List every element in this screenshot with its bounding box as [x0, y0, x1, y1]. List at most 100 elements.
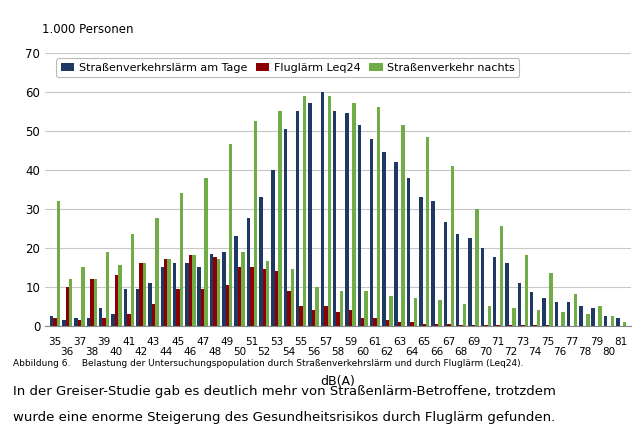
Bar — [401, 125, 405, 326]
Text: 51: 51 — [245, 337, 258, 347]
Bar — [53, 318, 57, 326]
Text: 53: 53 — [270, 337, 283, 347]
Text: 40: 40 — [110, 347, 123, 357]
Bar — [229, 144, 232, 326]
Bar — [586, 314, 589, 326]
Bar — [315, 286, 319, 326]
Bar — [444, 222, 447, 326]
Text: 36: 36 — [61, 347, 74, 357]
Text: 78: 78 — [578, 347, 591, 357]
Text: 43: 43 — [147, 337, 160, 347]
Text: 56: 56 — [307, 347, 320, 357]
Bar — [66, 286, 69, 326]
Bar — [222, 252, 225, 326]
Bar — [75, 318, 78, 326]
Text: 79: 79 — [590, 337, 603, 347]
Text: 62: 62 — [381, 347, 394, 357]
Text: 54: 54 — [282, 347, 296, 357]
Text: 52: 52 — [258, 347, 271, 357]
Bar — [143, 263, 146, 326]
Bar — [386, 320, 389, 326]
Bar — [579, 306, 583, 326]
Text: 67: 67 — [442, 337, 455, 347]
Bar — [493, 257, 497, 326]
Bar — [204, 177, 208, 326]
Text: 48: 48 — [209, 347, 222, 357]
Bar — [549, 273, 553, 326]
Bar — [480, 248, 484, 326]
Bar — [336, 312, 340, 326]
Bar — [357, 125, 361, 326]
Text: 61: 61 — [368, 337, 382, 347]
Bar — [185, 263, 189, 326]
Bar — [213, 257, 216, 326]
Text: Abbildung 6.    Belastung der Untersuchungspopulation durch Straßenverkehrslärm : Abbildung 6. Belastung der Untersuchungs… — [13, 359, 524, 367]
Text: 46: 46 — [184, 347, 197, 357]
Text: 44: 44 — [159, 347, 173, 357]
Bar — [312, 310, 315, 326]
Text: 64: 64 — [405, 347, 419, 357]
Bar — [290, 269, 294, 326]
Text: 75: 75 — [541, 337, 554, 347]
Bar — [395, 162, 398, 326]
Text: 45: 45 — [171, 337, 185, 347]
Bar — [216, 259, 220, 326]
Text: wurde eine enorme Steigerung des Gesundheitsrisikos durch Fluglärm gefunden.: wurde eine enorme Steigerung des Gesundh… — [13, 411, 555, 425]
Bar — [370, 139, 374, 326]
Bar — [374, 318, 377, 326]
Bar — [263, 269, 266, 326]
Text: In der Greiser-Studie gab es deutlich mehr von Straßenlärm-Betroffene, trotzdem: In der Greiser-Studie gab es deutlich me… — [13, 385, 556, 398]
Bar — [90, 279, 93, 326]
Bar — [468, 238, 472, 326]
Bar — [152, 304, 155, 326]
Bar — [296, 111, 299, 326]
Bar — [598, 306, 601, 326]
Bar — [180, 193, 184, 326]
Bar — [324, 306, 328, 326]
Bar — [275, 271, 278, 326]
Bar — [50, 316, 53, 326]
Bar — [308, 103, 312, 326]
Text: 74: 74 — [529, 347, 542, 357]
Bar — [407, 177, 410, 326]
Bar — [225, 285, 229, 326]
Bar — [574, 294, 577, 326]
Bar — [247, 218, 250, 326]
Text: 72: 72 — [504, 347, 517, 357]
Bar — [348, 310, 352, 326]
Bar — [328, 95, 331, 326]
Text: 35: 35 — [48, 337, 62, 347]
Bar — [616, 318, 620, 326]
Text: 41: 41 — [122, 337, 135, 347]
Text: 1.000 Personen: 1.000 Personen — [42, 23, 134, 37]
Bar — [352, 103, 355, 326]
Text: 58: 58 — [332, 347, 345, 357]
Bar — [62, 320, 66, 326]
Text: 73: 73 — [516, 337, 529, 347]
Text: 77: 77 — [565, 337, 579, 347]
Bar — [287, 290, 290, 326]
Bar — [124, 289, 127, 326]
Text: 57: 57 — [319, 337, 332, 347]
Bar — [87, 318, 90, 326]
Bar — [435, 324, 439, 326]
Bar — [164, 259, 167, 326]
Bar — [537, 310, 540, 326]
Bar — [271, 170, 275, 326]
Bar — [554, 302, 558, 326]
Bar — [422, 324, 426, 326]
Bar — [115, 275, 118, 326]
Bar — [333, 111, 336, 326]
Bar — [604, 316, 607, 326]
Text: dB(A): dB(A) — [321, 375, 355, 388]
Text: 59: 59 — [344, 337, 357, 347]
Bar — [210, 253, 213, 326]
Bar — [361, 318, 365, 326]
Text: 50: 50 — [233, 347, 246, 357]
Bar — [127, 314, 131, 326]
Bar — [99, 308, 102, 326]
Bar — [81, 267, 85, 326]
Bar — [542, 298, 545, 326]
Bar — [365, 290, 368, 326]
Bar — [160, 267, 164, 326]
